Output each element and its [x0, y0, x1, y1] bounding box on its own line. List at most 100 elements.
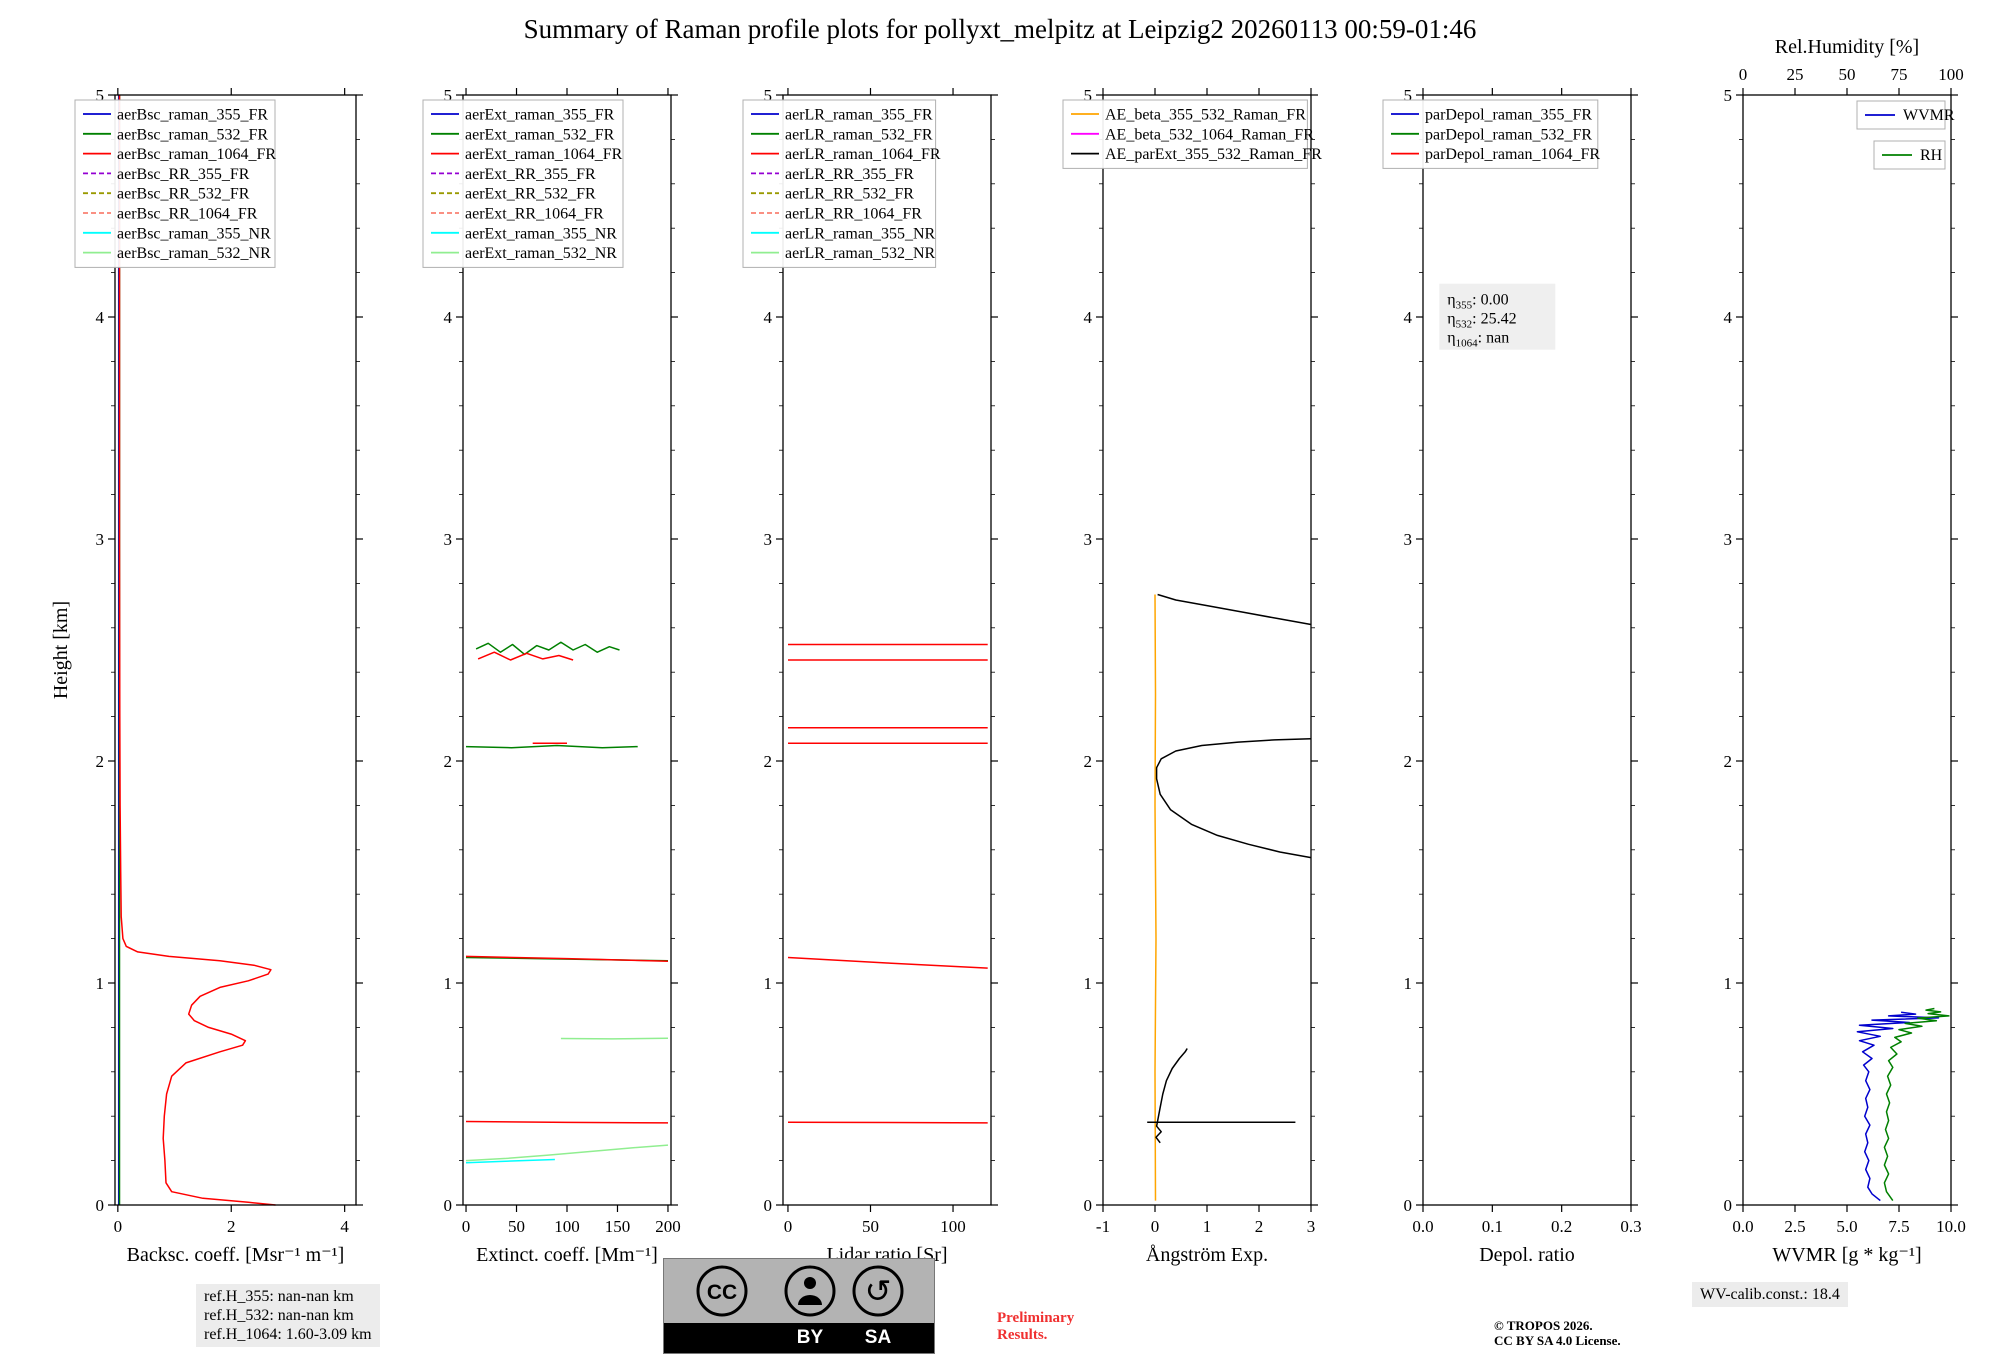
- svg-text:0: 0: [1084, 1196, 1093, 1215]
- svg-text:5.0: 5.0: [1836, 1217, 1857, 1236]
- cc-badge-band: BY SA: [664, 1323, 934, 1353]
- svg-text:0.1: 0.1: [1482, 1217, 1503, 1236]
- svg-text:AE_beta_532_1064_Raman_FR: AE_beta_532_1064_Raman_FR: [1105, 126, 1314, 143]
- svg-text:3: 3: [96, 530, 105, 549]
- svg-text:aerExt_RR_1064_FR: aerExt_RR_1064_FR: [465, 206, 604, 223]
- svg-text:Backsc. coeff. [Msr⁻¹ m⁻¹]: Backsc. coeff. [Msr⁻¹ m⁻¹]: [127, 1244, 345, 1266]
- copyright-note: © TROPOS 2026. CC BY SA 4.0 License.: [1494, 1318, 1621, 1348]
- svg-text:parDepol_raman_532_FR: parDepol_raman_532_FR: [1425, 126, 1592, 143]
- svg-text:aerLR_raman_532_FR: aerLR_raman_532_FR: [785, 126, 933, 143]
- svg-text:AE_parExt_355_532_Raman_FR: AE_parExt_355_532_Raman_FR: [1105, 146, 1322, 163]
- svg-text:aerLR_RR_355_FR: aerLR_RR_355_FR: [785, 166, 914, 183]
- svg-text:3: 3: [1724, 530, 1733, 549]
- svg-text:4: 4: [1404, 308, 1413, 327]
- svg-text:1: 1: [1724, 974, 1733, 993]
- svg-text:↺: ↺: [865, 1272, 892, 1310]
- svg-text:WVMR: WVMR: [1903, 107, 1955, 124]
- svg-text:aerExt_raman_355_NR: aerExt_raman_355_NR: [465, 225, 617, 242]
- svg-text:aerExt_RR_355_FR: aerExt_RR_355_FR: [465, 166, 596, 183]
- figure-title: Summary of Raman profile plots for polly…: [523, 14, 1477, 44]
- svg-text:Extinct. coeff. [Mm⁻¹]: Extinct. coeff. [Mm⁻¹]: [476, 1244, 658, 1266]
- svg-text:Height [km]: Height [km]: [50, 601, 72, 699]
- svg-text:5: 5: [1084, 86, 1093, 105]
- svg-text:5: 5: [1724, 86, 1733, 105]
- svg-text:2: 2: [96, 752, 105, 771]
- svg-text:aerBsc_RR_532_FR: aerBsc_RR_532_FR: [117, 186, 250, 203]
- svg-text:100: 100: [554, 1217, 580, 1236]
- svg-text:η1064: nan: η1064: nan: [1447, 330, 1509, 350]
- chart-extinction-coeff: 0 50 100 150 200 0 1 2 3 4 5 Extinct. coeff. [Mm⁻¹]…: [422, 86, 681, 1266]
- svg-text:aerLR_raman_532_NR: aerLR_raman_532_NR: [785, 245, 936, 262]
- ref-height-1064: ref.H_1064: 1.60-3.09 km: [204, 1326, 372, 1343]
- svg-text:aerLR_RR_532_FR: aerLR_RR_532_FR: [785, 186, 914, 203]
- svg-text:50: 50: [1839, 65, 1856, 84]
- svg-text:2.5: 2.5: [1784, 1217, 1805, 1236]
- svg-text:50: 50: [508, 1217, 525, 1236]
- svg-text:aerExt_raman_355_FR: aerExt_raman_355_FR: [465, 107, 615, 124]
- svg-text:5: 5: [1404, 86, 1413, 105]
- svg-text:Depol. ratio: Depol. ratio: [1479, 1244, 1575, 1266]
- svg-text:2: 2: [764, 752, 773, 771]
- svg-text:0: 0: [114, 1217, 123, 1236]
- svg-text:RH: RH: [1920, 147, 1943, 164]
- svg-text:2: 2: [1404, 752, 1413, 771]
- svg-text:150: 150: [605, 1217, 631, 1236]
- svg-text:0.0: 0.0: [1412, 1217, 1433, 1236]
- svg-text:0: 0: [1739, 65, 1748, 84]
- wv-calib-note: WV-calib.const.: 18.4: [1692, 1282, 1848, 1307]
- svg-text:η532: 25.42: η532: 25.42: [1447, 311, 1516, 331]
- svg-text:0: 0: [462, 1217, 471, 1236]
- svg-text:0: 0: [96, 1196, 105, 1215]
- svg-text:4: 4: [764, 308, 773, 327]
- ref-heights-note: ref.H_355: nan-nan km ref.H_532: nan-nan…: [196, 1284, 380, 1347]
- svg-text:7.5: 7.5: [1888, 1217, 1909, 1236]
- svg-text:4: 4: [96, 308, 105, 327]
- sharealike-icon: ↺: [852, 1265, 904, 1317]
- svg-text:1: 1: [1084, 974, 1093, 993]
- svg-text:4: 4: [1724, 308, 1733, 327]
- svg-text:0: 0: [444, 1196, 453, 1215]
- svg-text:25: 25: [1787, 65, 1804, 84]
- svg-text:3: 3: [1404, 530, 1413, 549]
- svg-text:2: 2: [1255, 1217, 1264, 1236]
- svg-text:200: 200: [655, 1217, 681, 1236]
- svg-text:100: 100: [1938, 65, 1964, 84]
- svg-text:aerExt_raman_532_NR: aerExt_raman_532_NR: [465, 245, 617, 262]
- svg-text:2: 2: [227, 1217, 236, 1236]
- svg-text:aerBsc_raman_1064_FR: aerBsc_raman_1064_FR: [117, 146, 276, 163]
- svg-text:0: 0: [1151, 1217, 1160, 1236]
- svg-text:1: 1: [764, 974, 773, 993]
- svg-text:4: 4: [340, 1217, 349, 1236]
- svg-text:-1: -1: [1096, 1217, 1110, 1236]
- svg-text:0.0: 0.0: [1732, 1217, 1753, 1236]
- chart-backscatter-coeff: 0 2 4 0 1 2 3 4 5 Backsc. coeff. [Msr⁻¹ m⁻¹] Heigh…: [50, 86, 363, 1266]
- svg-text:aerBsc_raman_532_NR: aerBsc_raman_532_NR: [117, 245, 271, 262]
- ref-height-532: ref.H_532: nan-nan km: [204, 1307, 354, 1324]
- svg-text:aerLR_raman_1064_FR: aerLR_raman_1064_FR: [785, 146, 941, 163]
- svg-text:50: 50: [862, 1217, 879, 1236]
- svg-text:100: 100: [940, 1217, 966, 1236]
- svg-text:1: 1: [1203, 1217, 1212, 1236]
- svg-text:5: 5: [444, 86, 453, 105]
- svg-text:aerBsc_RR_355_FR: aerBsc_RR_355_FR: [117, 166, 250, 183]
- svg-text:aerExt_RR_532_FR: aerExt_RR_532_FR: [465, 186, 596, 203]
- chart-depol-ratio: 0.0 0.1 0.2 0.3 0 1 2 3 4 5 Depol. ratio η355: 0.00…: [1382, 86, 1642, 1266]
- svg-text:aerLR_RR_1064_FR: aerLR_RR_1064_FR: [785, 206, 922, 223]
- svg-text:1: 1: [444, 974, 453, 993]
- svg-text:aerBsc_raman_355_NR: aerBsc_raman_355_NR: [117, 225, 271, 242]
- svg-text:5: 5: [764, 86, 773, 105]
- svg-text:0.3: 0.3: [1620, 1217, 1641, 1236]
- svg-text:1: 1: [1404, 974, 1413, 993]
- svg-text:0: 0: [1404, 1196, 1413, 1215]
- svg-text:0: 0: [1724, 1196, 1733, 1215]
- svg-text:0.2: 0.2: [1551, 1217, 1572, 1236]
- svg-text:5: 5: [96, 86, 105, 105]
- svg-text:3: 3: [1307, 1217, 1316, 1236]
- svg-text:Rel.Humidity [%]: Rel.Humidity [%]: [1775, 36, 1919, 58]
- svg-text:AE_beta_355_532_Raman_FR: AE_beta_355_532_Raman_FR: [1105, 107, 1306, 124]
- svg-text:parDepol_raman_355_FR: parDepol_raman_355_FR: [1425, 107, 1592, 124]
- svg-text:aerExt_raman_1064_FR: aerExt_raman_1064_FR: [465, 146, 623, 163]
